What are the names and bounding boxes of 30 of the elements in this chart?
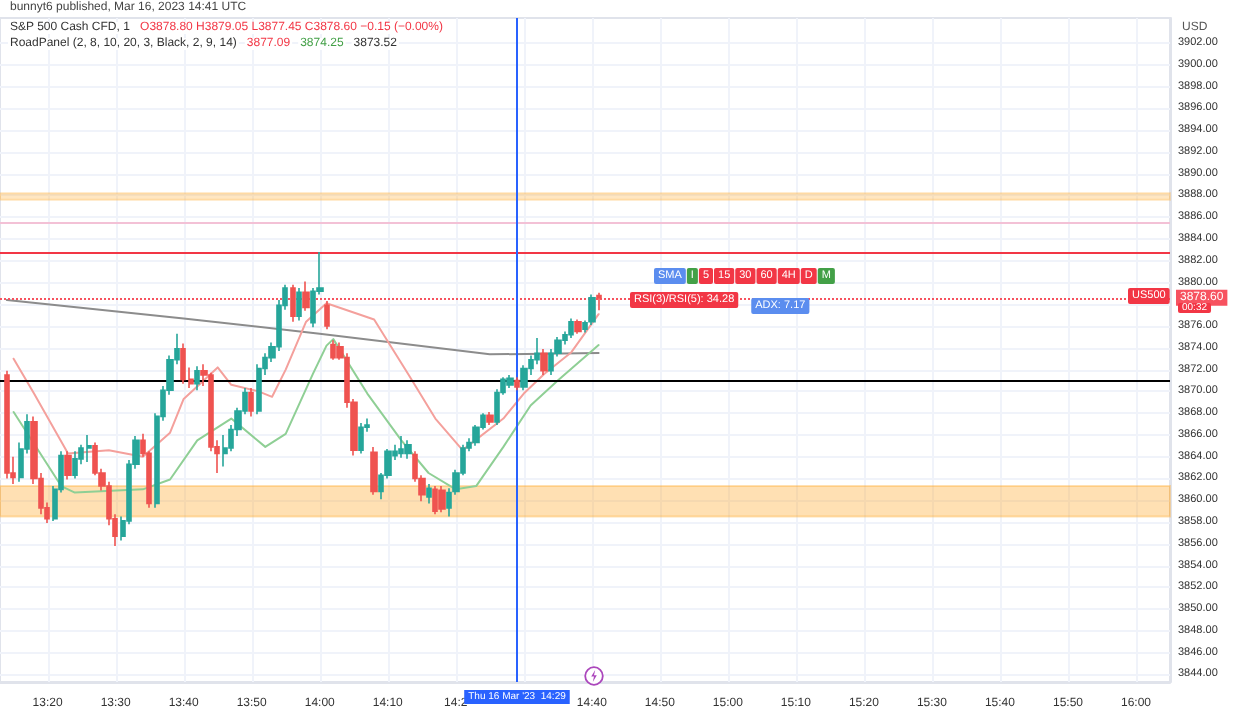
line-series [12, 338, 600, 494]
candlestick [302, 280, 310, 312]
candlestick [506, 374, 514, 389]
candlestick [438, 485, 446, 513]
candlestick [296, 287, 302, 322]
candlestick [486, 411, 494, 426]
candlestick [574, 318, 582, 335]
line-series [5, 298, 600, 356]
candlestick [248, 387, 254, 418]
candlestick [86, 434, 92, 463]
candlestick [64, 450, 72, 481]
candlestick [72, 450, 78, 480]
line-series [12, 302, 600, 458]
candlestick [290, 283, 296, 323]
candlestick [404, 439, 412, 460]
candlestick [568, 317, 574, 339]
candlestick [324, 300, 330, 331]
candlestick [596, 292, 602, 312]
candlestick [194, 365, 200, 392]
candlestick [4, 369, 10, 480]
candlestick [180, 342, 186, 385]
candlestick [358, 422, 364, 455]
candlestick [540, 348, 548, 376]
candlestick [426, 483, 432, 505]
candlestick [330, 339, 336, 361]
candlestick [588, 293, 596, 326]
candlestick [514, 376, 520, 392]
candlestick [432, 485, 438, 516]
candlestick [370, 446, 378, 496]
candlestick [398, 435, 404, 459]
